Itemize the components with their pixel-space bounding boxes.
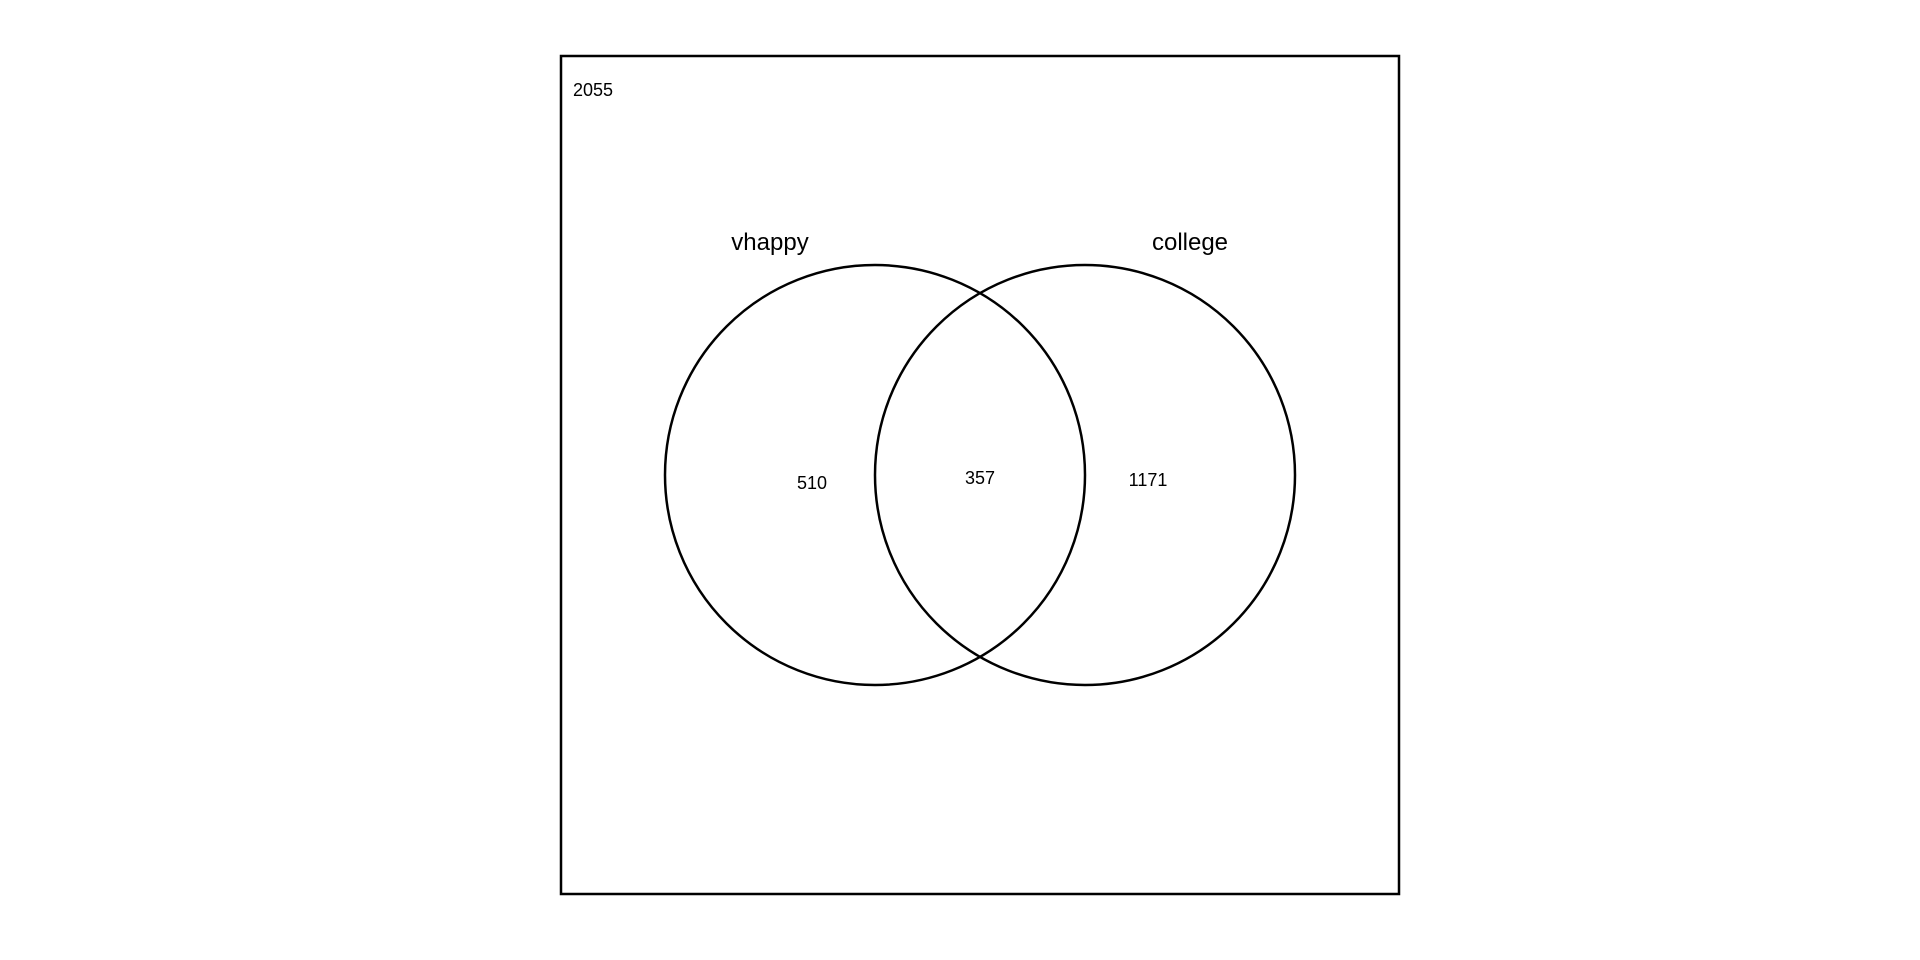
- intersection-count: 357: [965, 468, 995, 488]
- set-circle-vhappy: [663, 263, 1087, 687]
- set-circle-college: [873, 263, 1297, 687]
- college-only-count: 1171: [1129, 470, 1168, 490]
- universe-count: 2055: [573, 80, 613, 100]
- set-label-vhappy: vhappy: [731, 229, 808, 256]
- set-label-college: college: [1152, 229, 1228, 256]
- vhappy-only-count: 510: [797, 473, 827, 493]
- universe-frame: [559, 54, 1401, 896]
